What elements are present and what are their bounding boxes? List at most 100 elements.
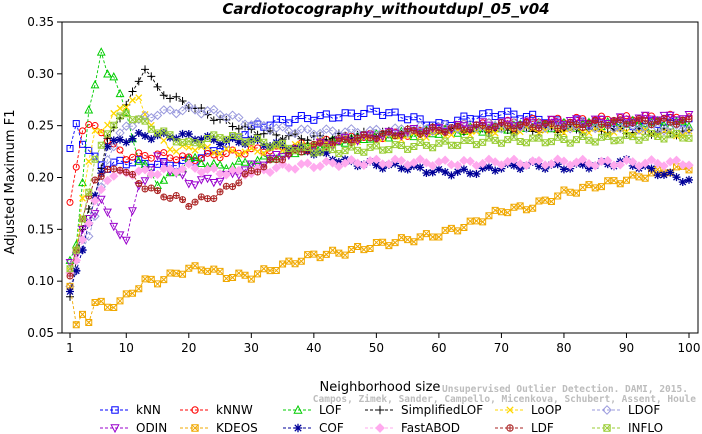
data-point <box>266 126 275 135</box>
data-point <box>454 141 462 149</box>
data-point <box>529 124 536 131</box>
data-point <box>434 165 443 174</box>
data-point <box>510 110 518 118</box>
data-point <box>548 120 555 127</box>
data-point <box>109 72 119 81</box>
data-point <box>166 154 174 162</box>
data-point <box>491 129 499 137</box>
y-axis-ticks: 0.05 0.10 0.15 0.20 0.25 0.30 0.35 <box>27 15 62 340</box>
data-point <box>79 310 87 318</box>
data-point <box>241 148 249 156</box>
data-point <box>678 124 688 135</box>
data-point <box>216 140 225 149</box>
data-point <box>491 123 499 131</box>
data-point <box>129 116 137 124</box>
data-point <box>121 236 131 246</box>
data-point <box>84 215 94 224</box>
data-point <box>247 135 256 144</box>
data-point <box>654 118 662 126</box>
data-point <box>340 133 350 143</box>
data-point <box>304 147 311 154</box>
data-point <box>210 265 218 273</box>
data-point <box>659 161 669 171</box>
data-point <box>260 163 267 170</box>
data-point <box>647 164 656 173</box>
data-point <box>354 135 361 142</box>
data-point <box>572 189 580 197</box>
data-point <box>227 110 238 120</box>
data-point <box>347 138 355 146</box>
data-point <box>546 159 557 169</box>
data-point <box>642 117 649 124</box>
data-point <box>373 135 380 142</box>
data-point <box>127 121 138 131</box>
data-point <box>498 119 505 126</box>
data-point <box>279 146 287 154</box>
data-point <box>134 77 143 86</box>
data-point <box>429 124 436 131</box>
data-point <box>340 127 350 137</box>
data-point <box>685 175 693 184</box>
data-point <box>485 109 493 117</box>
data-point <box>541 196 549 204</box>
data-point <box>578 160 587 169</box>
data-point <box>440 155 450 165</box>
data-point <box>197 193 205 201</box>
data-point <box>285 257 293 265</box>
data-point <box>152 110 163 121</box>
x-tick-label: 80 <box>556 341 571 355</box>
data-point <box>315 138 325 147</box>
data-point <box>615 160 625 170</box>
data-point <box>559 156 569 166</box>
data-point <box>360 131 368 139</box>
data-point <box>66 265 74 273</box>
series-ldf <box>66 114 693 280</box>
data-point <box>273 156 280 163</box>
data-point <box>290 128 300 139</box>
data-point <box>485 126 492 133</box>
data-point <box>597 133 605 141</box>
data-point <box>84 205 93 214</box>
data-point <box>240 157 250 166</box>
x-tick-label: 40 <box>306 341 321 355</box>
data-point <box>322 250 330 258</box>
data-point <box>297 257 305 265</box>
data-point <box>521 123 532 133</box>
data-point <box>390 123 400 133</box>
data-point <box>142 185 149 192</box>
data-point <box>522 119 530 127</box>
data-point <box>672 116 681 125</box>
data-point <box>122 168 130 176</box>
data-point <box>415 121 425 131</box>
data-point <box>209 135 218 144</box>
data-point <box>154 129 162 137</box>
data-point <box>241 138 249 146</box>
legend-item-cof: COF <box>283 421 344 434</box>
legend-item-simplifiedlof: SimplifiedLOF <box>365 403 483 417</box>
data-point <box>579 124 586 131</box>
series-line <box>69 117 690 277</box>
data-point <box>653 158 663 169</box>
data-point <box>360 148 368 156</box>
data-point <box>416 138 424 146</box>
data-point <box>590 161 600 171</box>
y-tick-label: 0.30 <box>27 67 54 81</box>
data-point <box>375 405 385 415</box>
data-point <box>235 269 243 277</box>
data-point <box>234 124 243 133</box>
data-point <box>84 218 94 229</box>
data-point <box>116 146 124 154</box>
data-point <box>267 156 274 163</box>
data-point <box>446 160 457 170</box>
data-point <box>135 94 143 102</box>
data-point <box>615 123 625 134</box>
data-point <box>192 199 199 206</box>
data-point <box>360 246 368 254</box>
data-point <box>329 246 337 254</box>
data-point <box>372 142 380 150</box>
data-point <box>210 195 218 203</box>
data-point <box>385 146 393 154</box>
data-point <box>222 150 230 158</box>
data-point <box>209 178 219 188</box>
data-point <box>222 145 230 153</box>
